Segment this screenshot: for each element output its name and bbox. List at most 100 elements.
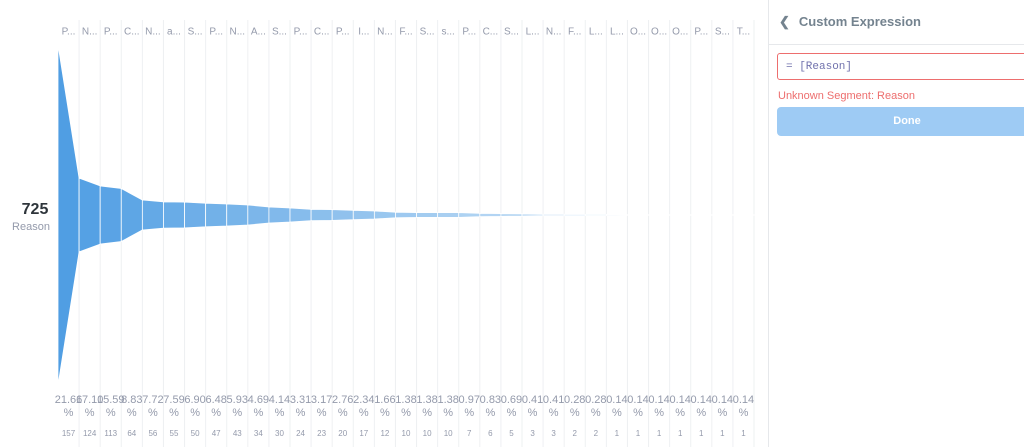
funnel-segment (184, 201, 207, 229)
step-count: 7 (467, 429, 472, 438)
funnel-segment (205, 202, 228, 228)
funnel-segment (289, 207, 312, 223)
funnel-segment (373, 210, 396, 220)
step-label: S... (715, 27, 730, 38)
step-percent: 0.97% (459, 394, 480, 419)
step-percent: 5.93% (227, 394, 248, 419)
funnel-segment (521, 213, 544, 217)
step-percent: 3.17% (311, 394, 332, 419)
step-percent: 0.14% (648, 394, 669, 419)
step-label: P... (104, 27, 118, 38)
step-percent: 7.59% (163, 394, 184, 419)
step-count: 10 (444, 429, 453, 438)
step-label: P... (209, 27, 223, 38)
step-label: A... (251, 27, 266, 38)
step-label: O... (672, 27, 688, 38)
funnel-segment (542, 213, 565, 217)
funnel-segment (226, 203, 249, 227)
step-count: 50 (191, 429, 200, 438)
step-count: 30 (275, 429, 284, 438)
step-label: S... (420, 27, 435, 38)
expression-panel: ❮ Custom Expression = [Reason] Unknown Se… (768, 0, 1024, 447)
funnel-segment (352, 209, 375, 221)
step-percent: 0.41% (543, 394, 564, 419)
step-percent: 0.14% (691, 394, 712, 419)
step-label: N... (82, 27, 98, 38)
step-count: 10 (402, 429, 411, 438)
step-label: S... (504, 27, 519, 38)
step-count: 43 (233, 429, 242, 438)
funnel-segment (141, 199, 164, 231)
step-label: P... (462, 27, 476, 38)
step-percent: 8.83% (121, 394, 142, 419)
step-count: 55 (170, 429, 179, 438)
step-label: O... (630, 27, 646, 38)
step-label: P... (62, 27, 76, 38)
error-message: Unknown Segment: Reason (778, 90, 915, 102)
step-count: 157 (62, 429, 76, 438)
expression-input[interactable]: = [Reason] (777, 53, 1024, 80)
step-label: C... (483, 27, 499, 38)
step-percent: 2.34% (353, 394, 374, 419)
step-count: 5 (509, 429, 514, 438)
funnel-segment (247, 204, 270, 226)
step-percent: 1.38% (437, 394, 458, 419)
step-percent: 1.66% (374, 394, 395, 419)
step-label: L... (526, 27, 540, 38)
step-label: N... (145, 27, 161, 38)
step-percent: 3.31% (290, 394, 311, 419)
step-label: P... (694, 27, 708, 38)
funnel-segment (605, 214, 628, 216)
step-count: 23 (317, 429, 326, 438)
step-percent: 7.72% (142, 394, 163, 419)
step-label: C... (124, 27, 140, 38)
back-icon[interactable]: ❮ (779, 14, 790, 29)
step-count: 3 (530, 429, 535, 438)
funnel-segment (268, 206, 291, 224)
panel-header[interactable]: ❮ Custom Expression (779, 14, 921, 30)
step-percent: 0.83% (480, 394, 501, 419)
funnel-segment (120, 187, 143, 243)
step-label: a... (167, 27, 181, 38)
step-percent: 4.69% (248, 394, 269, 419)
step-percent: 0.69% (501, 394, 522, 419)
step-count: 10 (423, 429, 432, 438)
step-count: 2 (594, 429, 599, 438)
step-label: P... (336, 27, 350, 38)
step-label: L... (589, 27, 603, 38)
step-label: F... (399, 27, 412, 38)
step-count: 12 (380, 429, 389, 438)
step-percent: 1.38% (416, 394, 437, 419)
step-count: 2 (573, 429, 578, 438)
funnel-segment (395, 211, 417, 219)
step-percent: 6.48% (205, 394, 226, 419)
step-percent: 0.14% (712, 394, 733, 419)
step-count: 34 (254, 429, 263, 438)
step-count: 17 (359, 429, 368, 438)
step-label: T... (737, 27, 750, 38)
step-label: N... (229, 27, 245, 38)
funnel-segment (479, 212, 502, 218)
step-percent: 4.14% (269, 394, 290, 419)
step-percent: 0.28% (585, 394, 606, 419)
step-count: 6 (488, 429, 493, 438)
step-label: O... (651, 27, 667, 38)
done-button[interactable]: Done (777, 107, 1024, 136)
step-count: 64 (127, 429, 136, 438)
step-percent: 17.10% (76, 394, 104, 419)
step-label: F... (568, 27, 581, 38)
step-percent: 15.59% (97, 394, 125, 419)
funnel-segment (437, 212, 460, 218)
step-count: 3 (551, 429, 556, 438)
funnel-total: 725 (22, 201, 49, 218)
separator (769, 44, 1024, 45)
step-count: 1 (615, 429, 620, 438)
step-count: 56 (148, 429, 157, 438)
funnel-segment (416, 212, 439, 218)
step-label: P... (294, 27, 308, 38)
funnel-segment (57, 44, 80, 386)
step-percent: 0.14% (606, 394, 627, 419)
step-count: 1 (699, 429, 704, 438)
funnel-segment (584, 214, 607, 216)
